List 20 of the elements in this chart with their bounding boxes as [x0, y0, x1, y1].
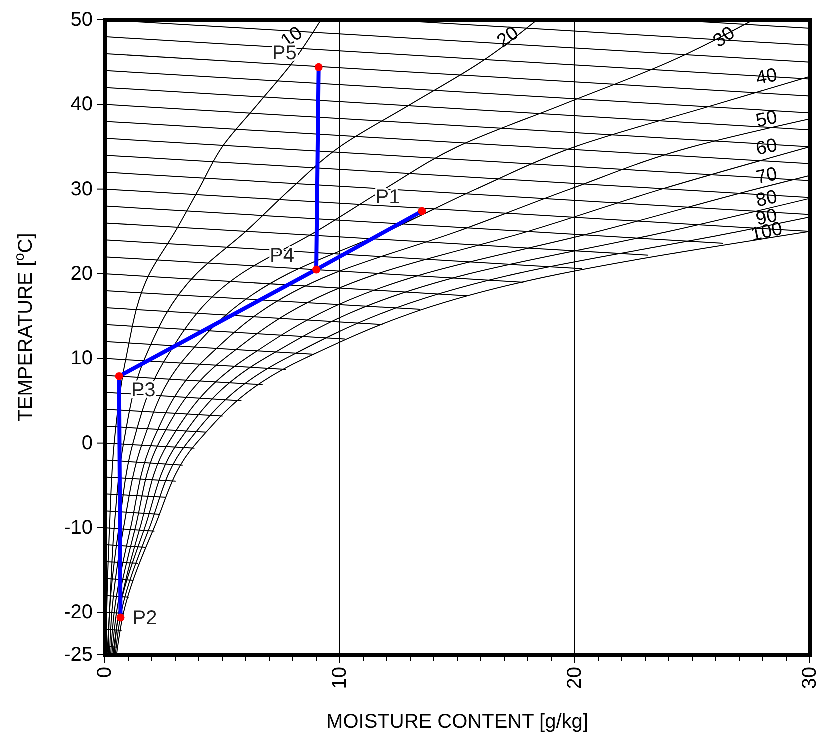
x-tick-label: 10 [329, 667, 351, 690]
text: 60 [754, 135, 780, 160]
y-tick-label: 40 [70, 94, 93, 116]
y-tick-label: 10 [70, 348, 93, 370]
x-tick-label: 0 [94, 667, 116, 678]
annotation: P1 [376, 186, 400, 208]
text: 50 [754, 107, 780, 132]
text: 40 [754, 64, 780, 90]
y-tick-label: 0 [82, 432, 93, 454]
y-tick-label: -25 [64, 644, 93, 666]
x-axis-title: MOISTURE CONTENT [g/kg] [326, 711, 588, 733]
x-tick-label: 30 [799, 667, 818, 690]
annotation: P2 [132, 608, 158, 630]
y-tick-label: -10 [64, 517, 93, 539]
y-tick-label: 30 [70, 178, 93, 200]
y-tick-label: 50 [70, 9, 93, 31]
text: 70 [754, 164, 780, 189]
x-tick-label: 20 [564, 667, 586, 690]
y-tick-label: -20 [64, 602, 93, 624]
y-tick-label: 20 [70, 263, 93, 285]
